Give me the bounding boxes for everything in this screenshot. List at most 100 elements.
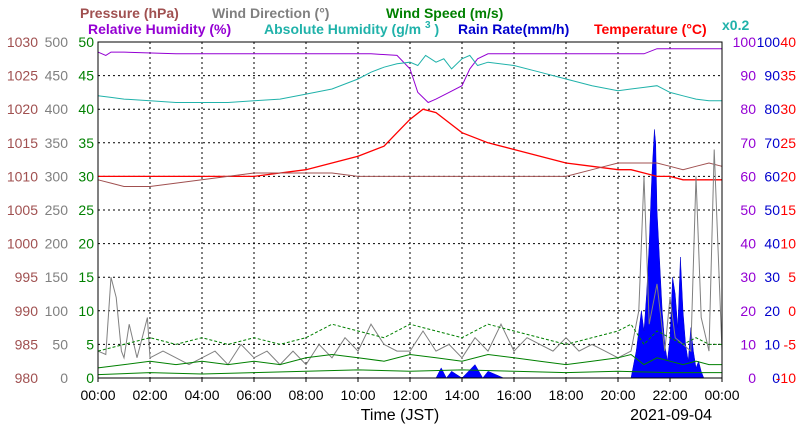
series-rh [97,48,722,104]
ytick-rh: 100 [733,34,757,50]
series-ah [97,54,722,103]
ytick-rain: 100 [757,34,781,50]
ytick-temp: 0 [788,303,796,319]
ytick-wind_speed: 0 [86,370,94,386]
ytick-rh: 70 [740,135,756,151]
ytick-rh: 10 [740,336,756,352]
series-pressure [97,162,723,187]
ytick-rh: 80 [740,101,756,117]
xtick-label: 14:00 [444,387,479,403]
legend-pressure: Pressure (hPa) [80,5,179,21]
ah-scale-note: x0.2 [722,17,749,33]
ytick-temp: 40 [780,34,796,50]
ytick-rh: 0 [748,370,756,386]
rain-area [98,129,722,379]
legend-ah: Absolute Humidity (g/m [264,21,421,37]
ytick-pressure: 1010 [7,168,38,184]
ytick-rain: 70 [764,135,780,151]
ytick-rh: 30 [740,269,756,285]
left-axes: 1030102510201015101010051000995990985980… [7,34,94,386]
xtick-label: 20:00 [600,387,635,403]
ytick-wind_dir: 250 [45,202,69,218]
legend-row2: Relative Humidity (%) Absolute Humidity … [88,15,707,37]
ytick-temp: -5 [784,336,797,352]
ytick-temp: -10 [776,370,796,386]
ytick-wind_speed: 20 [78,236,94,252]
legend-rh: Relative Humidity (%) [88,21,231,37]
ytick-wind_speed: 35 [78,135,94,151]
ytick-rain: 10 [764,336,780,352]
ytick-temp: 20 [780,168,796,184]
ytick-rain: 0 [772,370,780,386]
ytick-rh: 90 [740,68,756,84]
ytick-temp: 30 [780,101,796,117]
ytick-rh: 20 [740,303,756,319]
series-wind_speed_min [97,369,722,376]
xtick-label: 06:00 [236,387,271,403]
ytick-wind_dir: 100 [45,303,69,319]
ytick-pressure: 1005 [7,202,38,218]
ytick-wind_dir: 300 [45,168,69,184]
ytick-rh: 60 [740,168,756,184]
series-layer [97,48,723,376]
ytick-pressure: 985 [15,336,39,352]
ytick-wind_speed: 40 [78,101,94,117]
ytick-wind_speed: 50 [78,34,94,50]
ytick-rain: 30 [764,269,780,285]
xtick-label: 04:00 [184,387,219,403]
ytick-rain: 80 [764,101,780,117]
ytick-pressure: 1020 [7,101,38,117]
ytick-wind_speed: 15 [78,269,94,285]
xtick-label: 08:00 [288,387,323,403]
rain-layer [98,129,722,379]
ytick-temp: 35 [780,68,796,84]
legend-temp: Temperature (°C) [594,21,707,37]
ytick-wind_dir: 500 [45,34,69,50]
legend-rain: Rain Rate(mm/h) [458,21,569,37]
series-wind_speed_max [97,323,722,352]
ytick-pressure: 1025 [7,68,38,84]
xtick-label: 18:00 [548,387,583,403]
series-wind_dir [97,149,723,366]
ytick-wind_speed: 25 [78,202,94,218]
legend-wind-speed: Wind Speed (m/s) [386,5,503,21]
ytick-temp: 10 [780,236,796,252]
ytick-wind_speed: 5 [86,336,94,352]
legend-row1: Pressure (hPa) Wind Direction (°) Wind S… [80,5,503,21]
xtick-label: 22:00 [652,387,687,403]
ytick-temp: 25 [780,135,796,151]
xtick-label: 00:00 [80,387,115,403]
ytick-wind_dir: 150 [45,269,69,285]
legend-wind-direction: Wind Direction (°) [212,5,329,21]
ytick-wind_dir: 350 [45,135,69,151]
ytick-wind_dir: 450 [45,68,69,84]
ytick-rain: 20 [764,303,780,319]
ytick-rain: 40 [764,236,780,252]
ytick-rh: 40 [740,236,756,252]
ytick-temp: 5 [788,269,796,285]
x-axis-label: Time (JST) [361,407,440,424]
ytick-pressure: 1030 [7,34,38,50]
ytick-pressure: 980 [15,370,39,386]
ytick-rain: 90 [764,68,780,84]
ytick-pressure: 990 [15,303,39,319]
right-axes: 1009080706050403020100100908070605040302… [733,34,797,386]
x-axis: 00:00 02:00 04:00 06:00 08:00 10:00 12:00 14:00… [80,378,740,403]
ytick-wind_dir: 50 [52,336,68,352]
xtick-label: 10:00 [340,387,375,403]
date-label: 2021-09-04 [630,407,712,424]
legend-ah-superscript: 3 [425,20,431,31]
ytick-wind_dir: 400 [45,101,69,117]
xtick-label: 16:00 [496,387,531,403]
xtick-label: 02:00 [132,387,167,403]
ytick-rain: 60 [764,168,780,184]
xtick-label: 12:00 [392,387,427,403]
ytick-pressure: 995 [15,269,39,285]
ytick-rh: 50 [740,202,756,218]
ytick-wind_speed: 45 [78,68,94,84]
ytick-pressure: 1000 [7,236,38,252]
series-temp [98,108,722,181]
ytick-temp: 15 [780,202,796,218]
